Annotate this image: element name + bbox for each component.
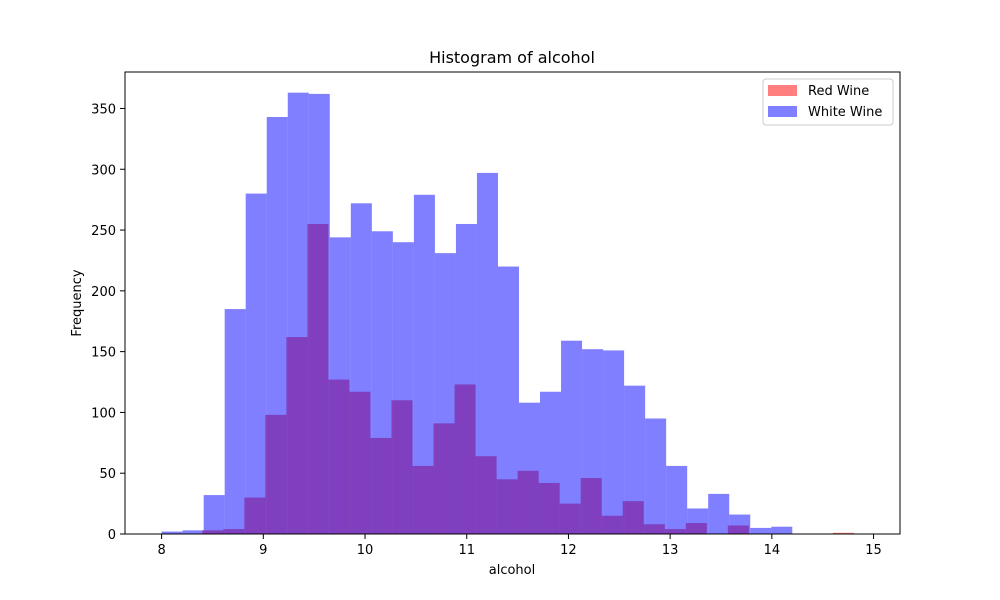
chart-title: Histogram of alcohol <box>429 48 595 67</box>
bar-white-wine <box>308 93 330 534</box>
x-tick-label: 12 <box>560 543 577 558</box>
x-tick-label: 11 <box>458 543 475 558</box>
bar-white-wine <box>392 242 414 534</box>
y-tick-label: 300 <box>91 163 116 178</box>
bar-white-wine <box>708 493 730 534</box>
x-tick-label: 15 <box>865 543 882 558</box>
bar-white-wine <box>540 391 562 534</box>
bar-white-wine <box>245 193 267 534</box>
legend-swatch-red-wine <box>768 85 797 96</box>
legend-swatch-white-wine <box>768 106 797 117</box>
bar-white-wine <box>582 349 604 534</box>
y-tick-label: 200 <box>91 285 116 300</box>
bar-white-wine <box>750 527 772 534</box>
bar-white-wine <box>603 350 625 534</box>
y-tick-label: 250 <box>91 224 116 239</box>
legend-label-white-wine: White Wine <box>808 105 882 120</box>
bar-white-wine <box>729 514 751 534</box>
bar-white-wine <box>771 526 793 534</box>
x-axis-label: alcohol <box>489 563 535 578</box>
x-tick-label: 13 <box>662 543 679 558</box>
bar-white-wine <box>666 465 688 534</box>
bar-white-wine <box>329 237 351 534</box>
bar-red-wine <box>832 532 854 534</box>
y-tick-label: 350 <box>91 102 116 117</box>
bar-white-wine <box>203 495 225 534</box>
bar-white-wine <box>287 92 309 535</box>
x-tick-label: 8 <box>157 543 165 558</box>
legend-label-red-wine: Red Wine <box>808 84 869 99</box>
bar-white-wine <box>371 231 393 534</box>
bars-layer <box>161 92 854 535</box>
y-tick-label: 0 <box>108 528 116 543</box>
bar-white-wine <box>624 385 646 534</box>
plot-frame <box>124 71 901 535</box>
bar-white-wine <box>497 266 519 534</box>
x-tick-label: 10 <box>357 543 374 558</box>
bar-white-wine <box>224 309 246 534</box>
bar-white-wine <box>645 418 667 534</box>
bar-white-wine <box>519 402 541 534</box>
y-axis: 0 50 100 150 200 250 300 350 <box>91 102 125 543</box>
bar-white-wine <box>161 531 183 534</box>
bar-white-wine <box>476 172 498 534</box>
bar-white-wine <box>687 508 709 534</box>
legend: Red Wine White Wine <box>762 78 894 126</box>
x-tick-label: 9 <box>259 543 267 558</box>
bar-white-wine <box>350 203 372 534</box>
y-tick-label: 150 <box>91 346 116 361</box>
x-tick-label: 14 <box>764 543 781 558</box>
bar-white-wine <box>455 223 477 534</box>
bar-white-wine <box>266 116 288 534</box>
bar-white-wine <box>561 340 583 534</box>
bar-white-wine <box>182 530 204 534</box>
y-tick-label: 50 <box>99 467 116 482</box>
x-axis: 8 9 10 11 12 13 14 15 <box>157 534 882 558</box>
bar-white-wine <box>434 253 456 534</box>
bar-white-wine <box>413 194 435 535</box>
y-axis-label: Frequency <box>70 269 85 336</box>
y-tick-label: 100 <box>91 406 116 421</box>
